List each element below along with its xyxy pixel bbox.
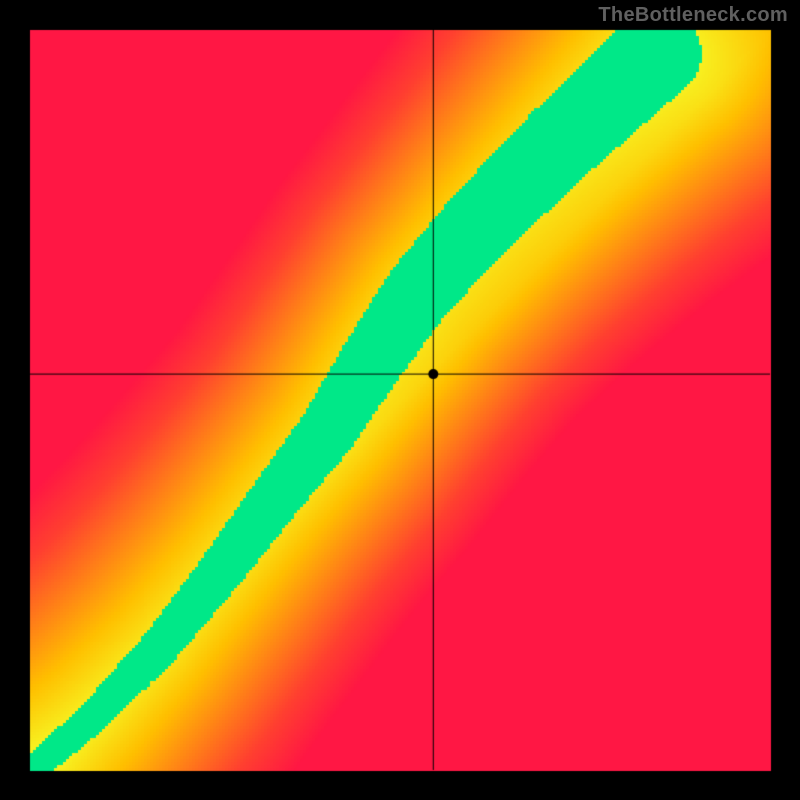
watermark-text: TheBottleneck.com [598, 4, 788, 27]
chart-container: TheBottleneck.com [0, 0, 800, 800]
bottleneck-heatmap [0, 0, 800, 800]
